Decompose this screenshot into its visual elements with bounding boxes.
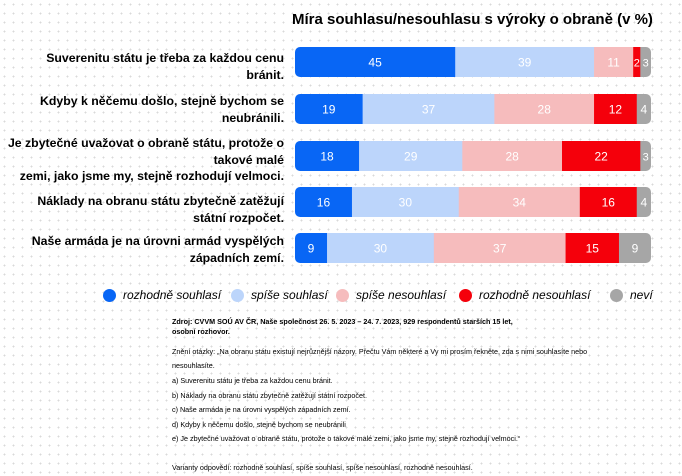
bar-segment [594,94,638,124]
legend-item: rozhodně souhlasí [103,288,221,302]
source-note: Zdroj: CVVM SOÚ AV ČR, Naše společnost 2… [172,317,513,336]
bar-segment [295,47,456,77]
data-label: 22 [594,150,608,164]
legend-item: spíše nesouhlasí [336,288,446,302]
data-label: 30 [374,242,388,256]
data-label: 18 [320,150,334,164]
bar-segment [636,94,651,124]
bar-segment [462,141,563,171]
bar-segment [433,233,566,263]
data-label: 34 [513,196,527,210]
category-label: Náklady na obranu státu zbytečně zatěžuj… [0,193,284,226]
legend-item: rozhodně nesouhlasí [459,288,590,302]
data-label: 37 [422,103,436,117]
legend-label: spíše souhlasí [251,288,328,302]
legend-swatch [231,288,244,302]
bar-segment [359,141,463,171]
bar-segment [455,47,595,77]
data-label: 3 [643,58,649,70]
question-line: d) Kdyby k něčemu došlo, stejně bychom s… [172,420,346,429]
legend-label: spíše nesouhlasí [356,288,447,302]
legend-label: rozhodně souhlasí [123,288,222,302]
bar-segment [640,47,651,77]
data-label: 3 [643,152,649,164]
bar-segment [494,94,595,124]
data-label: 4 [641,196,648,210]
question-line: b) Náklady na obranu státu zbytečně zatě… [172,391,367,400]
bar-segment [562,141,641,171]
data-label: 11 [607,56,620,70]
legend-label: rozhodně nesouhlasí [479,288,591,302]
data-label: 19 [322,103,336,117]
data-label: 9 [632,242,639,256]
legend-swatch [336,288,349,302]
bar-segment [327,233,435,263]
category-label-line: zemi, jako jsme my, stejně rozhodují vel… [19,169,284,183]
question-line: Znění otázky: „Na obranu státu existují … [172,347,588,356]
data-label: 29 [404,150,418,164]
bar-segment [351,187,460,217]
data-label: 39 [518,56,532,70]
category-label-line: západních zemí. [189,250,284,265]
bar-segment [565,233,620,263]
data-label: 4 [641,103,648,117]
question-line: e) Je zbytečné uvažovat o obraně státu, … [172,434,521,443]
bar-segment [295,187,353,217]
question-line: nesouhlasíte. [172,361,215,370]
legend-swatch [103,288,116,302]
data-label: 30 [399,196,413,210]
bar-row: 19 37 28 12 4 [295,94,651,124]
category-label-line: Je zbytečné uvažovat o obraně státu, pro… [7,136,284,150]
legend-item: neví [610,288,653,302]
legend-swatch [610,288,623,302]
data-label: 28 [505,150,519,164]
legend-item: spíše souhlasí [231,288,328,302]
bar-segment [295,233,328,263]
category-label-line: takové malé [213,152,284,167]
data-label: 16 [317,196,331,210]
legend: rozhodně souhlasí spíše souhlasí spíše nes… [0,288,682,304]
chart-title: Míra souhlasu/nesouhlasu s výroky o obra… [292,11,653,28]
question-line: c) Naše armáda je na úrovni vyspělých zá… [172,405,351,414]
variants-note: Varianty odpovědí: rozhodně souhlasí, sp… [172,463,473,472]
bar-segment [594,47,634,77]
bar-row: 16 30 34 16 4 [295,187,651,217]
data-label: 16 [602,196,616,210]
bar-segment [295,94,363,124]
bar-segment [633,47,641,77]
data-label: 15 [586,242,600,256]
bar-segment [295,141,360,171]
data-label: 28 [538,103,552,117]
data-label: 12 [609,103,623,117]
bar-segment [640,141,651,171]
category-label: Kdyby k něčemu došlo, stejně bychom se ne… [0,93,284,126]
category-label: Suverenitu státu je třeba za každou cenu… [0,50,284,83]
category-label: Naše armáda je na úrovni armád vyspělých… [0,233,284,266]
bar-segment [579,187,638,217]
category-label-line: Kdyby k něčemu došlo, stejně bychom se [40,94,284,108]
bar-segment [636,187,651,217]
bar-segment [362,94,495,124]
category-label-line: Suverenitu státu je třeba za každou cenu [46,51,284,65]
data-label: 45 [368,56,382,70]
data-label: 37 [493,242,507,256]
bar-row: 18 29 28 22 3 [295,141,651,171]
legend-label: neví [630,288,653,302]
category-label-line: bránit. [246,67,284,82]
category-label-line: státní rozpočet. [193,210,284,225]
bar-segment [458,187,581,217]
category-label-line: Náklady na obranu státu zbytečně zatěžuj… [37,194,284,208]
question-line: a) Suverenitu státu je třeba za každou c… [172,376,333,385]
category-label: Je zbytečné uvažovat o obraně státu, pro… [0,135,284,185]
data-label: 9 [308,242,315,256]
stacked-bar-chart: 45 39 11 2 319 37 28 12 418 29 28 22 316 30 34 16 49 30 37… [295,47,651,263]
bar-segment [618,233,651,263]
bar-row: 45 39 11 2 3 [295,47,651,77]
category-label-line: Naše armáda je na úrovni armád vyspělých [31,234,284,248]
data-label: 2 [634,58,640,70]
legend-swatch [459,288,472,302]
category-label-line: neubránili. [221,110,284,125]
bar-row: 9 30 37 15 9 [295,233,651,263]
